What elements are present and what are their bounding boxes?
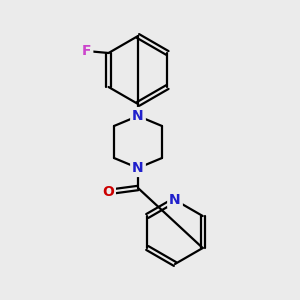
Text: N: N <box>169 193 181 207</box>
Text: F: F <box>82 44 91 58</box>
Text: N: N <box>132 109 144 123</box>
Text: O: O <box>102 185 114 199</box>
Text: N: N <box>132 161 144 175</box>
